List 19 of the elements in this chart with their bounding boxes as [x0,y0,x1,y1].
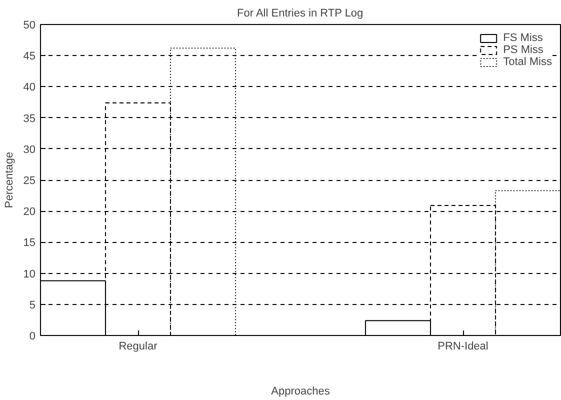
y-axis-title: Percentage [3,152,16,208]
chart-title: For All Entries in RTP Log [237,8,364,20]
y-tick-label: 20 [23,206,36,218]
x-tick-label: PRN-Ideal [438,340,488,352]
y-tick-label: 25 [23,175,36,187]
legend-label: Total Miss [503,56,552,68]
y-tick-label: 15 [23,237,36,250]
y-tick-label: 30 [23,144,36,156]
y-tick-label: 10 [23,268,36,280]
y-tick-label: 35 [23,112,36,125]
y-tick-label: 45 [23,50,36,63]
y-tick-label: 0 [29,330,36,342]
legend-label: FS Miss [503,32,543,44]
y-tick-label: 5 [29,299,36,312]
y-tick-label: 40 [23,82,36,94]
x-axis-title: Approaches [271,386,330,398]
x-tick-label: Regular [118,340,158,352]
legend-label: PS Miss [503,44,544,56]
y-tick-label: 50 [23,20,36,32]
